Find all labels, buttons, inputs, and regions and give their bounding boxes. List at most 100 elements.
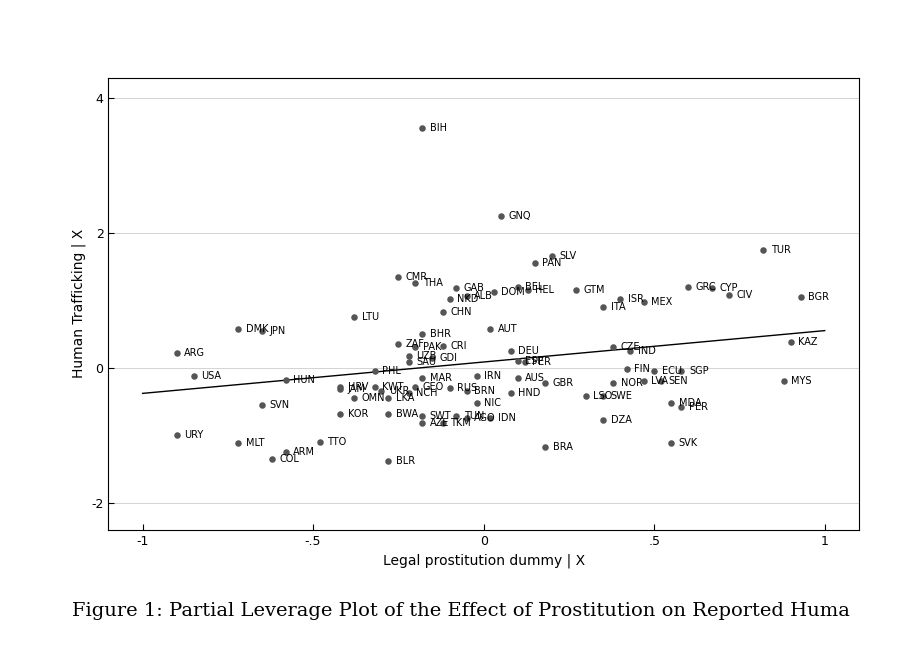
Point: [469, 398, 483, 408]
Point: [442, 294, 456, 304]
Point: [186, 371, 200, 381]
Text: ZAF: ZAF: [405, 339, 424, 349]
Text: DEU: DEU: [517, 346, 539, 356]
Text: CYP: CYP: [719, 283, 738, 293]
Text: DMK: DMK: [246, 324, 268, 333]
Point: [537, 443, 552, 453]
Text: HRV: HRV: [348, 382, 368, 391]
Text: GTM: GTM: [582, 285, 604, 295]
Point: [435, 418, 450, 428]
Text: MEX: MEX: [651, 297, 672, 307]
Text: AZE: AZE: [429, 418, 449, 428]
Text: SWT: SWT: [429, 412, 451, 421]
Text: PAK: PAK: [423, 342, 441, 353]
Point: [380, 408, 395, 419]
Point: [605, 377, 619, 388]
Point: [595, 391, 610, 401]
Point: [595, 415, 610, 426]
Text: GEO: GEO: [423, 382, 443, 391]
Text: CHN: CHN: [450, 307, 471, 317]
Point: [367, 382, 381, 392]
Point: [408, 382, 423, 392]
Text: AGO: AGO: [473, 413, 495, 423]
Point: [503, 388, 517, 399]
Point: [169, 348, 183, 358]
Text: ARM: ARM: [293, 447, 315, 457]
Text: DZA: DZA: [610, 415, 630, 425]
Text: BWA: BWA: [396, 409, 417, 419]
Text: BLR: BLR: [396, 456, 414, 466]
Point: [510, 282, 525, 292]
Point: [333, 382, 348, 392]
Text: ITA: ITA: [610, 302, 625, 312]
Point: [568, 285, 582, 295]
Point: [653, 376, 667, 386]
Point: [435, 307, 450, 318]
Point: [230, 324, 245, 334]
Point: [333, 384, 348, 395]
Point: [520, 285, 535, 295]
Point: [347, 312, 361, 322]
Text: HEL: HEL: [535, 285, 554, 295]
Point: [510, 356, 525, 366]
Point: [595, 302, 610, 312]
Point: [169, 430, 183, 441]
Point: [459, 413, 473, 424]
Point: [459, 386, 473, 397]
Text: NOR: NOR: [620, 377, 642, 388]
Text: THA: THA: [423, 278, 442, 288]
Text: HND: HND: [517, 388, 540, 399]
Text: SWE: SWE: [610, 391, 632, 401]
Text: GNQ: GNQ: [507, 211, 530, 221]
Point: [414, 329, 429, 339]
Point: [391, 271, 405, 282]
Point: [674, 366, 688, 376]
Point: [636, 297, 650, 307]
Text: KOR: KOR: [348, 409, 368, 419]
Point: [435, 341, 450, 351]
Text: ARG: ARG: [184, 348, 205, 358]
Text: SGP: SGP: [688, 366, 708, 376]
Text: GBR: GBR: [552, 377, 573, 388]
Text: SEN: SEN: [667, 376, 687, 386]
Text: MYS: MYS: [790, 376, 811, 386]
Text: UKR: UKR: [388, 386, 409, 397]
Point: [578, 391, 592, 401]
Text: MAR: MAR: [429, 373, 452, 383]
Text: TKM: TKM: [450, 418, 470, 428]
Text: TTO: TTO: [327, 437, 347, 447]
Point: [414, 373, 429, 383]
Point: [265, 453, 279, 464]
Point: [401, 357, 415, 368]
Text: IDN: IDN: [498, 413, 516, 423]
Text: BIH: BIH: [429, 123, 446, 133]
Text: SVK: SVK: [678, 439, 697, 448]
Point: [255, 326, 269, 336]
Text: ESP: ESP: [525, 356, 543, 366]
Point: [483, 413, 498, 424]
Text: BGR: BGR: [807, 292, 828, 302]
Text: LKA: LKA: [396, 393, 414, 403]
Text: BRA: BRA: [552, 443, 572, 452]
Point: [483, 324, 498, 334]
Text: NIC: NIC: [484, 398, 501, 408]
Text: GDI: GDI: [440, 353, 458, 362]
Point: [503, 346, 517, 356]
Point: [408, 342, 423, 353]
Text: JPN: JPN: [269, 326, 285, 336]
Text: AUT: AUT: [498, 324, 517, 333]
Text: TUR: TUR: [770, 245, 790, 255]
Y-axis label: Human Trafficking | X: Human Trafficking | X: [71, 229, 86, 379]
Point: [793, 292, 807, 302]
Point: [493, 211, 507, 221]
Point: [704, 283, 719, 293]
Point: [674, 402, 688, 412]
Text: SVN: SVN: [269, 400, 289, 410]
Text: Figure 1: Partial Leverage Plot of the Effect of Prostitution on Reported Huma: Figure 1: Partial Leverage Plot of the E…: [72, 602, 849, 620]
Text: CRI: CRI: [450, 341, 466, 351]
Text: KWT: KWT: [382, 382, 403, 391]
Text: PAN: PAN: [542, 258, 561, 268]
Text: GAB: GAB: [463, 283, 484, 293]
Point: [612, 294, 627, 304]
Text: CZE: CZE: [620, 342, 639, 353]
